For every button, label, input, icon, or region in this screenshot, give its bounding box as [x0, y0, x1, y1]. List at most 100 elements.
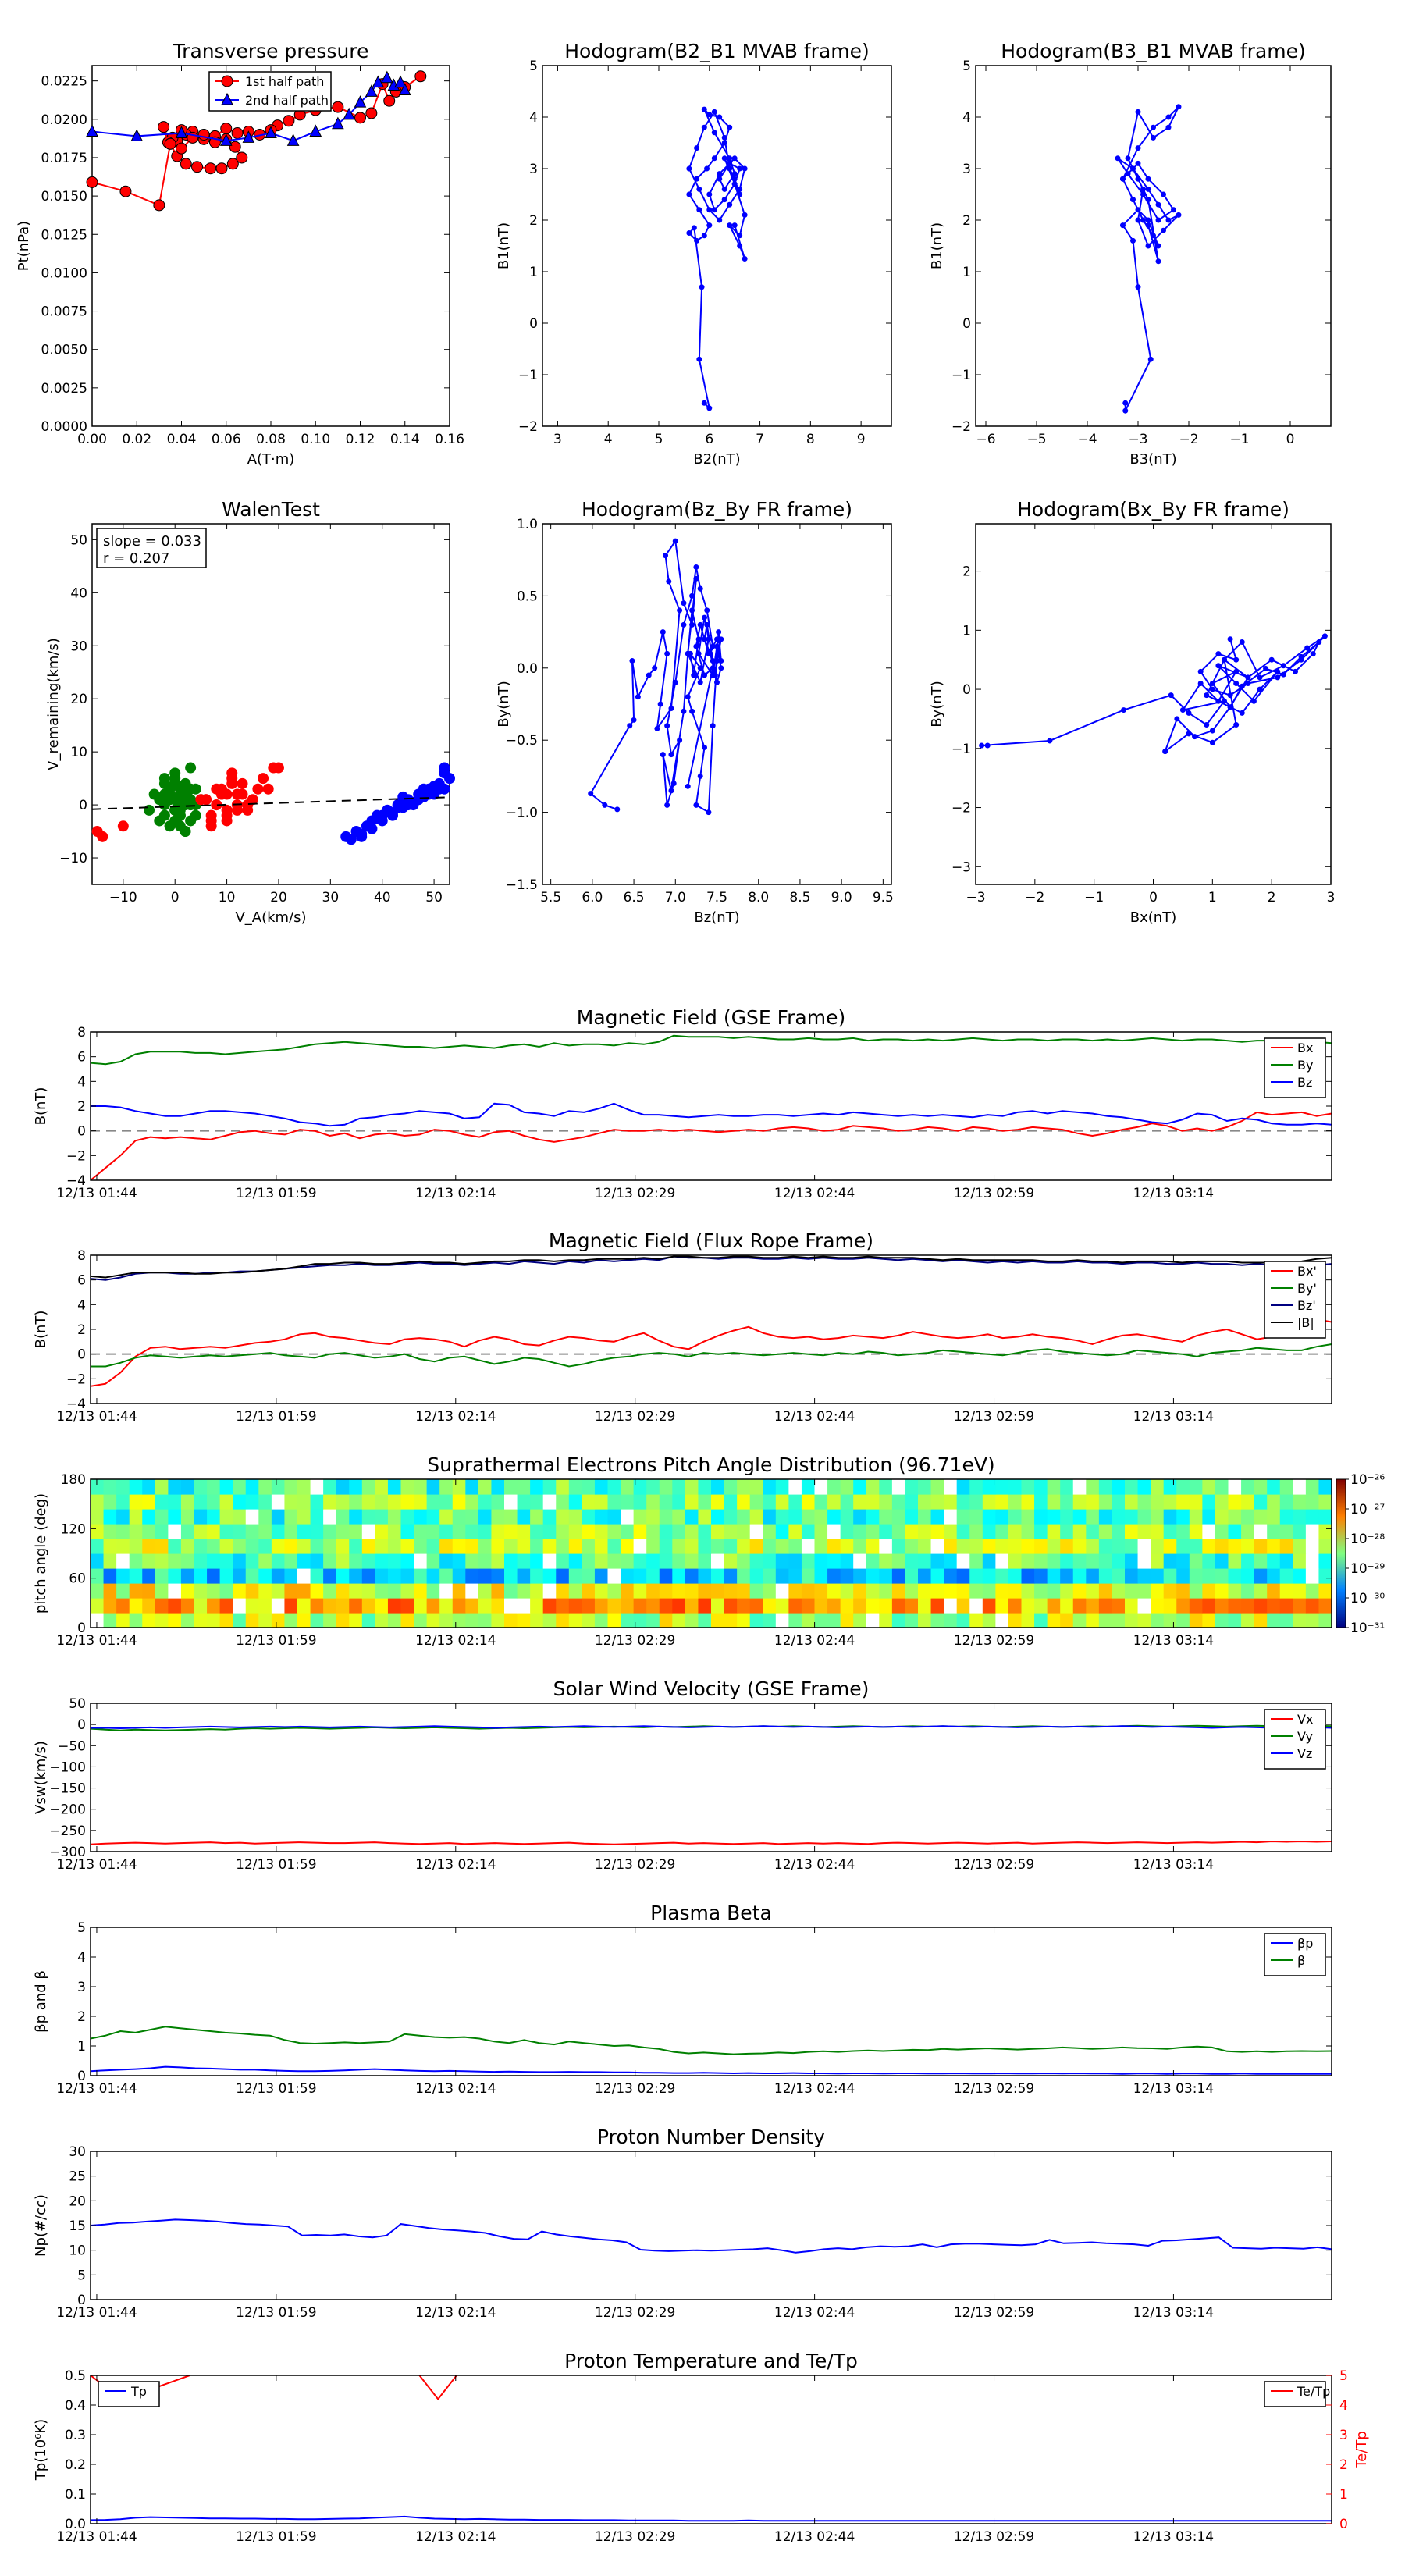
- vsw-ytick-label: −250: [49, 1823, 86, 1839]
- pad-cell: [245, 1539, 259, 1554]
- pad-cell: [969, 1524, 984, 1539]
- pad-cell: [956, 1583, 970, 1599]
- pad-cell: [1228, 1568, 1242, 1584]
- pad-cell: [1151, 1494, 1165, 1510]
- pad-cell: [414, 1494, 428, 1510]
- pad-cell: [788, 1509, 802, 1525]
- pad-cell: [1098, 1494, 1113, 1510]
- pad-cell: [1047, 1613, 1061, 1628]
- pad-cell: [219, 1494, 233, 1510]
- hzy-point: [652, 665, 658, 671]
- h31-point: [1161, 227, 1166, 233]
- h21-point: [711, 207, 717, 213]
- pad-cell: [245, 1568, 259, 1584]
- pad-cell: [129, 1509, 143, 1525]
- pad-cell: [258, 1568, 272, 1584]
- pad-cell: [1034, 1583, 1048, 1599]
- hzy-ytick-label: −1.0: [506, 806, 538, 821]
- pad-cell: [905, 1479, 919, 1495]
- pad-cell: [129, 1524, 143, 1539]
- walen-point-red: [237, 777, 248, 789]
- pad-cell: [1034, 1613, 1048, 1628]
- pad-cell: [219, 1598, 233, 1614]
- pad-title: Suprathermal Electrons Pitch Angle Distr…: [427, 1453, 994, 1476]
- pad-cell: [659, 1598, 673, 1614]
- tp-legend-label-1st: 1st half path: [245, 74, 324, 89]
- pad-cell: [452, 1494, 466, 1510]
- pad-cell: [814, 1568, 828, 1584]
- pad-cell: [530, 1509, 544, 1525]
- pad-cell: [840, 1509, 854, 1525]
- pad-cell: [879, 1479, 893, 1495]
- pad-cell: [879, 1598, 893, 1614]
- walen-point-green: [144, 804, 155, 816]
- tp-point-1st: [332, 101, 344, 113]
- pad-cell: [155, 1524, 169, 1539]
- pad-cell: [400, 1583, 414, 1599]
- walen-xtick-label: −10: [109, 890, 137, 906]
- pad-cell: [180, 1494, 195, 1510]
- pad-cell: [284, 1583, 298, 1599]
- pad-cell: [542, 1494, 557, 1510]
- pad-cell: [749, 1539, 763, 1554]
- pad-cell: [219, 1553, 233, 1569]
- h21-point: [694, 176, 700, 182]
- hzy-point: [689, 708, 695, 714]
- pad-cell: [439, 1568, 454, 1584]
- pad-cell: [685, 1613, 699, 1628]
- hxy-point: [1209, 686, 1215, 692]
- pad-cell: [594, 1479, 609, 1495]
- pad-cell: [1305, 1613, 1320, 1628]
- pad-cell: [465, 1539, 479, 1554]
- hzy-point: [666, 578, 672, 585]
- pad-xtick-label: 12/13 02:59: [954, 1633, 1034, 1649]
- pad-cell: [1279, 1553, 1293, 1569]
- pad-cell: [517, 1479, 531, 1495]
- tp-ytick-label: 0.0050: [41, 343, 87, 358]
- pad-cell: [698, 1613, 712, 1628]
- pad-cell: [840, 1479, 854, 1495]
- vsw-xtick-label: 12/13 01:44: [56, 1857, 137, 1873]
- pad-cell: [517, 1494, 531, 1510]
- pad-cell: [491, 1568, 505, 1584]
- pad-cell: [621, 1583, 635, 1599]
- pad-cell: [491, 1553, 505, 1569]
- pad-cell: [1125, 1568, 1139, 1584]
- pad-cell: [91, 1613, 105, 1628]
- pad-cell: [1098, 1509, 1113, 1525]
- hzy-point: [627, 723, 633, 729]
- pad-cell: [375, 1613, 389, 1628]
- np-ytick-label: 25: [69, 2169, 86, 2185]
- pad-cell: [891, 1583, 906, 1599]
- pad-ytick-label: 120: [61, 1521, 86, 1537]
- pad-cell: [271, 1553, 286, 1569]
- pad-cell: [116, 1479, 130, 1495]
- hxy-point: [1121, 707, 1127, 713]
- hxy-point: [1204, 722, 1210, 728]
- pad-cell: [530, 1553, 544, 1569]
- pad-cell: [233, 1494, 247, 1510]
- pad-cell: [556, 1583, 570, 1599]
- pad-cell: [336, 1524, 350, 1539]
- beta-xtick-label: 12/13 02:44: [774, 2081, 855, 2097]
- h21-xtick-label: 7: [756, 432, 764, 447]
- h21-point: [731, 222, 738, 229]
- pad-cell: [995, 1583, 1009, 1599]
- pad-cell: [1215, 1479, 1229, 1495]
- pad-cell: [698, 1539, 712, 1554]
- pad-cell: [1318, 1583, 1332, 1599]
- pad-cell: [814, 1613, 828, 1628]
- pad-cell: [452, 1568, 466, 1584]
- pad-cell: [271, 1494, 286, 1510]
- h21-point: [706, 207, 713, 213]
- pad-cell: [1254, 1553, 1268, 1569]
- hzy-point: [702, 636, 708, 642]
- h21-point: [696, 207, 702, 213]
- h21-point: [704, 165, 710, 172]
- pad-cell: [465, 1494, 479, 1510]
- h21-point: [694, 237, 700, 244]
- vsw-legend-label: Vz: [1297, 1746, 1312, 1761]
- pad-cell: [788, 1524, 802, 1539]
- h31-point: [1120, 176, 1126, 182]
